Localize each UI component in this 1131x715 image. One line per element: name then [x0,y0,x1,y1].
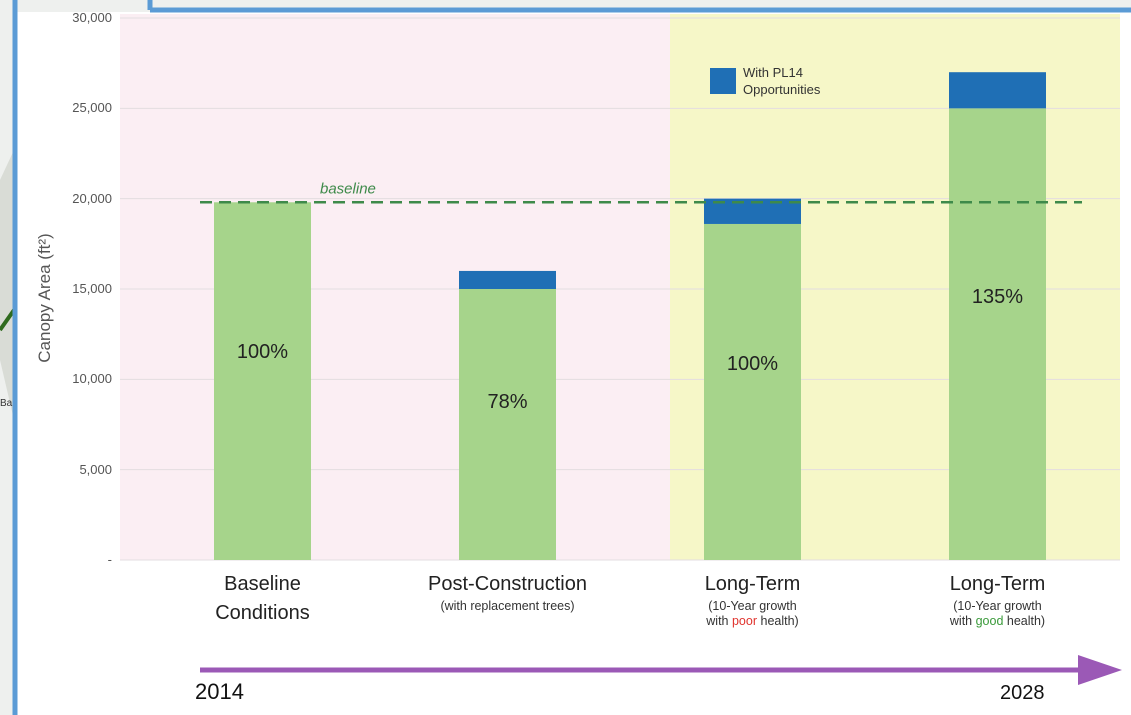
legend-swatch [710,68,736,94]
category-note-line: (10-Year growth [633,599,873,614]
category-note-text: good [976,614,1004,628]
legend-label: With PL14 Opportunities [743,64,853,98]
timeline-end: 2028 [1000,682,1045,704]
bar-segment [949,108,1046,560]
category-note-line: with poor health) [633,614,873,629]
bar-segment [704,224,801,560]
category-name: Baseline Conditions [188,570,338,628]
category-label: Baseline Conditions [188,570,338,628]
category-note-text: poor [732,614,757,628]
category-note-text: (with replacement trees) [440,599,574,613]
bar-label: 78% [458,391,558,414]
category-note-text: with [706,614,732,628]
y-axis-label: Canopy Area (ft²) [35,213,55,383]
y-tick-label: - [42,552,112,567]
region-construction [120,14,670,560]
bar-segment [949,72,1046,108]
bar-label: 100% [703,353,803,376]
category-note-text: health) [757,614,799,628]
timeline-start: 2014 [195,679,244,704]
category-label: Post-Construction(with replacement trees… [388,570,628,614]
category-note-line: (with replacement trees) [388,599,628,614]
map-text: Ba [0,398,12,409]
category-note-text: health) [1003,614,1045,628]
y-tick-label: 25,000 [42,100,112,115]
y-tick-label: 30,000 [42,10,112,25]
category-name: Long-Term [878,570,1118,599]
category-note-text: with [950,614,976,628]
bar-segment [214,202,311,560]
category-note-line: with good health) [878,614,1118,629]
bar-label: 100% [213,341,313,364]
category-name: Post-Construction [388,570,628,599]
reference-label: baseline [320,180,376,197]
category-name: Long-Term [633,570,873,599]
bar-segment [459,271,556,289]
category-note-text: (10-Year growth [708,599,796,613]
y-tick-label: 5,000 [42,462,112,477]
screenshot: baseline20142028 Ba-5,00010,00015,00020,… [0,0,1131,715]
bar-label: 135% [948,286,1048,309]
category-note-line: (10-Year growth [878,599,1118,614]
y-tick-label: 20,000 [42,191,112,206]
bar-segment [459,289,556,560]
category-note-text: (10-Year growth [953,599,1041,613]
